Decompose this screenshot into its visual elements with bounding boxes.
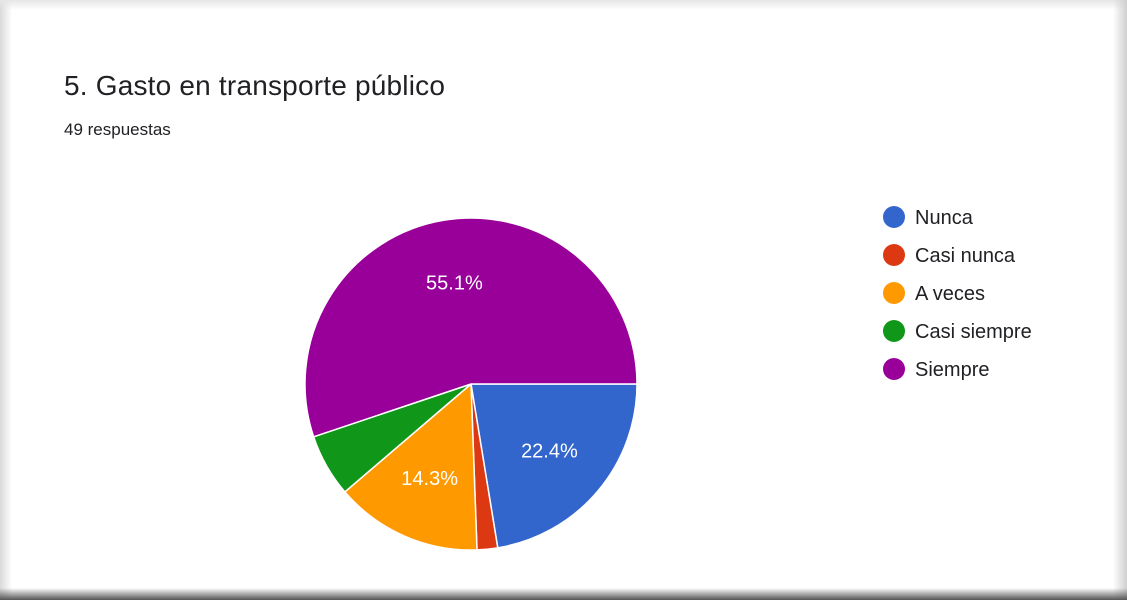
pie-slice-nunca[interactable] xyxy=(470,383,638,549)
pie-slice-a-veces[interactable] xyxy=(343,382,478,551)
legend-item-casi-nunca[interactable]: Casi nunca xyxy=(883,244,1016,267)
response-count: 49 respuestas xyxy=(64,120,171,139)
pie-slice-siempre[interactable] xyxy=(304,217,638,438)
chart-title: 5. Gasto en transporte público xyxy=(64,70,446,101)
slice-value-label: 22.4% xyxy=(521,441,578,463)
legend-swatch xyxy=(883,358,905,380)
legend-item-casi-siempre[interactable]: Casi siempre xyxy=(883,320,1032,343)
legend-swatch xyxy=(883,206,905,228)
pie-slice-labels: 22.4% 14.3% 55.1% xyxy=(401,272,578,490)
legend-swatch xyxy=(883,320,905,342)
legend-label: Siempre xyxy=(915,359,989,381)
card-shadow-top xyxy=(0,0,1127,10)
slice-value-label: 14.3% xyxy=(401,468,458,490)
card-shadow-right xyxy=(1113,0,1127,600)
legend-item-siempre[interactable]: Siempre xyxy=(883,358,989,381)
card-shadow-left xyxy=(0,0,12,600)
card-shadow-bottom xyxy=(0,588,1127,600)
pie-slices xyxy=(304,217,638,551)
legend-label: Casi nunca xyxy=(915,245,1016,267)
chart-legend: Nunca Casi nunca A veces Casi siempre Siempr… xyxy=(883,206,1032,381)
legend-label: A veces xyxy=(915,283,985,305)
legend-swatch xyxy=(883,282,905,304)
legend-item-a-veces[interactable]: A veces xyxy=(883,282,985,305)
legend-swatch xyxy=(883,244,905,266)
legend-label: Nunca xyxy=(915,207,974,229)
legend-label: Casi siempre xyxy=(915,321,1032,343)
slice-value-label: 55.1% xyxy=(426,272,483,294)
legend-item-nunca[interactable]: Nunca xyxy=(883,206,974,229)
